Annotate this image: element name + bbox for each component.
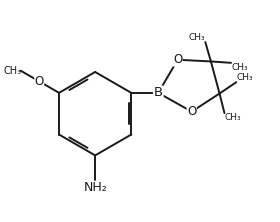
Text: CH₃: CH₃ bbox=[4, 66, 22, 76]
Text: CH₃: CH₃ bbox=[236, 73, 253, 82]
Text: B: B bbox=[154, 86, 163, 99]
Text: CH₃: CH₃ bbox=[231, 63, 248, 72]
Text: CH₃: CH₃ bbox=[189, 33, 205, 42]
Text: B: B bbox=[154, 86, 163, 99]
Text: O: O bbox=[187, 105, 196, 118]
Text: CH₃: CH₃ bbox=[225, 113, 241, 122]
Text: NH₂: NH₂ bbox=[83, 181, 107, 194]
Text: O: O bbox=[35, 75, 44, 88]
Text: O: O bbox=[187, 105, 196, 118]
Text: O: O bbox=[173, 53, 182, 66]
